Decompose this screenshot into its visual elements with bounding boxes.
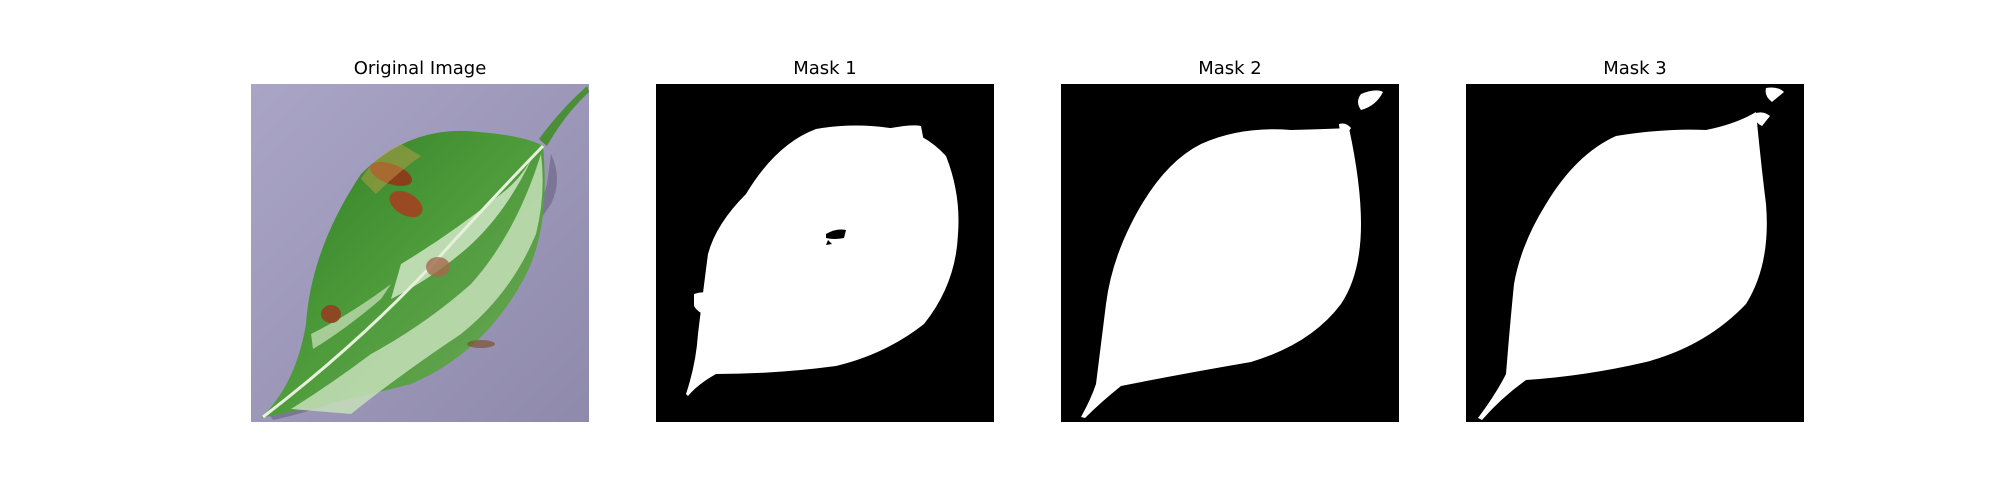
mask-foreground bbox=[1478, 112, 1767, 420]
mask-2 bbox=[1061, 84, 1399, 422]
mask-1-image bbox=[656, 84, 994, 422]
panel-mask-1: Mask 1 bbox=[656, 0, 994, 500]
original-image bbox=[251, 84, 589, 422]
lesion bbox=[321, 305, 341, 323]
panel-mask-3: Mask 3 bbox=[1466, 0, 1804, 500]
mask-3-image bbox=[1466, 84, 1804, 422]
panel-title: Original Image bbox=[353, 58, 487, 79]
panel-title: Mask 3 bbox=[1603, 58, 1667, 79]
lesion bbox=[389, 190, 423, 218]
lesion bbox=[467, 340, 495, 348]
panel-title: Mask 1 bbox=[793, 58, 857, 79]
mask-3 bbox=[1466, 84, 1804, 422]
lesion bbox=[370, 161, 412, 187]
mask-foreground bbox=[1081, 128, 1361, 418]
lesion bbox=[426, 257, 450, 277]
panel-title: Mask 2 bbox=[1198, 58, 1262, 79]
panel-mask-2: Mask 2 bbox=[1061, 0, 1399, 500]
leaf-photo bbox=[251, 84, 589, 422]
panel-original-image: Original Image bbox=[251, 0, 589, 500]
mask-1 bbox=[656, 84, 994, 422]
mask-2-image bbox=[1061, 84, 1399, 422]
mask-foreground bbox=[686, 125, 959, 396]
leaf-stem bbox=[539, 86, 589, 146]
